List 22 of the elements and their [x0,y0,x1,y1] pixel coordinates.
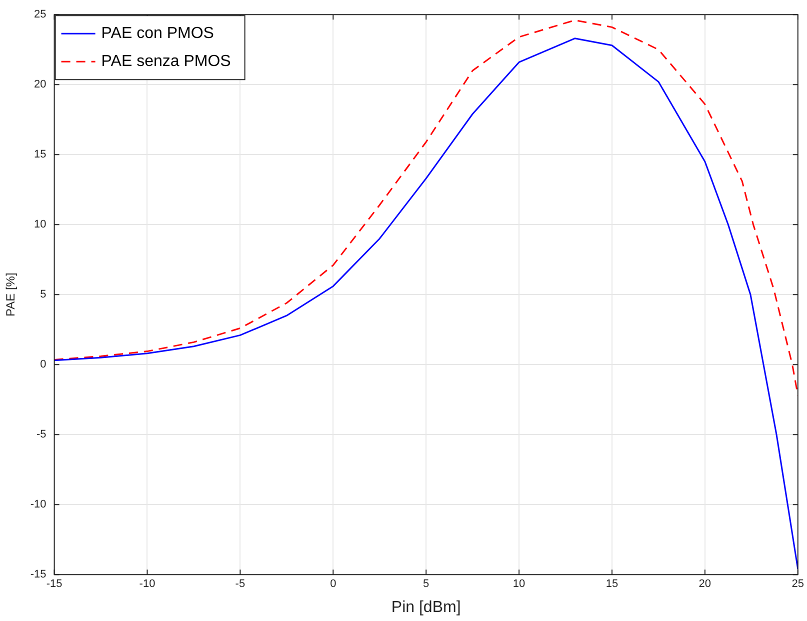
y-tick-label: 20 [34,78,46,91]
x-tick-label: -5 [235,578,246,590]
legend-label: PAE senza PMOS [101,53,231,70]
y-tick-label: 25 [34,8,46,21]
y-tick-label: 5 [40,288,46,301]
y-tick-label: 15 [34,148,46,161]
legend-label: PAE con PMOS [101,25,214,42]
y-tick-label: -15 [30,568,46,581]
x-tick-label: 20 [698,578,712,590]
y-tick-label: -10 [30,498,46,511]
x-tick-label: 5 [423,578,430,590]
x-axis-title: Pin [dBm] [391,598,461,616]
y-tick-label: 10 [34,218,46,231]
x-tick-label: 10 [512,578,526,590]
x-tick-label: 0 [330,578,336,590]
x-tick-label: -10 [139,578,156,590]
y-tick-label: -5 [36,428,46,441]
y-tick-label: 0 [40,358,46,371]
y-axis-title: PAE [%] [4,272,18,316]
line-series [54,19,798,396]
x-tick-label: 25 [792,578,804,590]
x-tick-label: 15 [606,578,618,590]
